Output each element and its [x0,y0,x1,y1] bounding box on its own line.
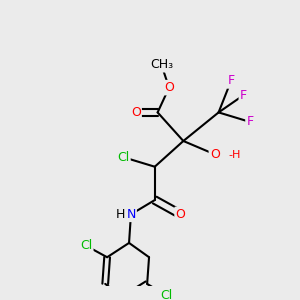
Text: Cl: Cl [160,289,172,300]
Text: -H: -H [228,150,241,160]
Text: CH₃: CH₃ [150,58,173,71]
Text: O: O [131,106,141,119]
Text: Cl: Cl [117,151,130,164]
Text: O: O [210,148,220,161]
Text: F: F [247,116,254,128]
Text: H: H [116,208,125,221]
Text: O: O [176,208,185,221]
Text: Cl: Cl [80,239,92,252]
Text: O: O [164,81,174,94]
Text: N: N [126,208,136,221]
Text: F: F [227,74,235,88]
Text: F: F [240,89,247,102]
